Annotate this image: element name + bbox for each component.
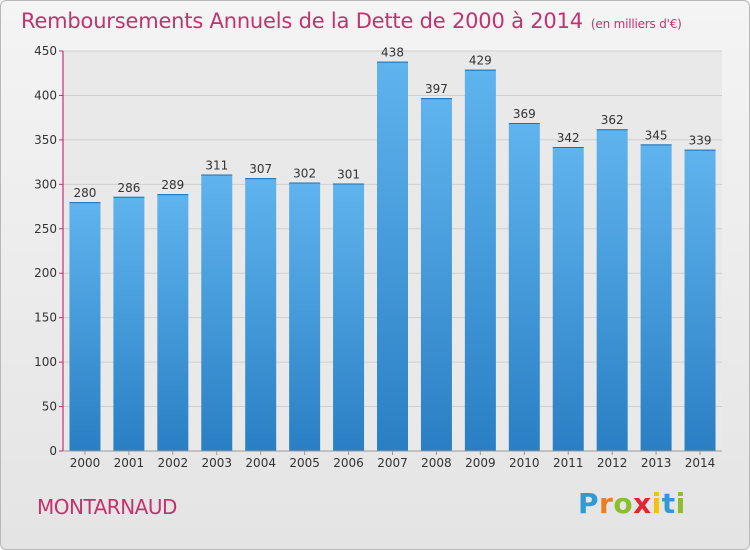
data-label: 302 xyxy=(293,167,316,181)
y-tick-label: 0 xyxy=(49,444,57,458)
data-label: 280 xyxy=(74,186,97,200)
bar xyxy=(69,202,101,451)
x-tick-label: 2010 xyxy=(509,456,540,470)
x-tick-label: 2003 xyxy=(201,456,232,470)
bar xyxy=(552,147,584,451)
x-tick-label: 2014 xyxy=(685,456,716,470)
data-label: 339 xyxy=(689,134,712,148)
y-tick-label: 450 xyxy=(34,44,57,58)
y-tick-label: 250 xyxy=(34,222,57,236)
bars-layer: 280 286 289 311 307 302 301 438 397 429 369 342 362 3… xyxy=(69,46,716,452)
data-label: 429 xyxy=(469,54,492,68)
chart-title-line: Remboursements Annuels de la Dette de 20… xyxy=(21,9,682,33)
logo-letter: i xyxy=(651,487,662,520)
data-label: 369 xyxy=(513,107,536,121)
data-label: 311 xyxy=(205,159,228,173)
data-label: 345 xyxy=(645,128,668,142)
y-tick-label: 350 xyxy=(34,133,57,147)
logo-letter: o xyxy=(613,487,634,520)
data-label: 301 xyxy=(337,167,360,181)
data-label: 342 xyxy=(557,131,580,145)
data-label: 362 xyxy=(601,113,624,127)
x-tick-label: 2008 xyxy=(421,456,452,470)
data-label: 289 xyxy=(161,178,184,192)
logo-letter: x xyxy=(633,487,652,520)
town-name: MONTARNAUD xyxy=(37,495,177,519)
y-tick-label: 200 xyxy=(34,266,57,280)
bar xyxy=(464,69,496,452)
bar xyxy=(640,144,672,452)
bar xyxy=(508,123,540,451)
logo-letter: t xyxy=(661,487,676,520)
x-tick-label: 2000 xyxy=(70,456,101,470)
bar xyxy=(684,149,716,451)
chart-title: Remboursements Annuels de la Dette de 20… xyxy=(21,9,583,33)
x-tick-label: 2005 xyxy=(289,456,320,470)
x-tick-label: 2006 xyxy=(333,456,364,470)
data-label: 438 xyxy=(381,46,404,60)
axis-layer: 0 50 100 150 200 250 300 350 400 450 2000 2001 2002 2… xyxy=(34,44,722,470)
bar xyxy=(201,174,233,452)
bar xyxy=(596,129,628,451)
x-tick-label: 2002 xyxy=(158,456,189,470)
x-tick-label: 2013 xyxy=(641,456,672,470)
data-label: 307 xyxy=(249,162,272,176)
bar xyxy=(113,196,145,451)
y-tick-label: 100 xyxy=(34,355,57,369)
bar xyxy=(289,182,321,452)
logo-letter: r xyxy=(599,487,614,520)
y-tick-label: 300 xyxy=(34,177,57,191)
logo-letter: i xyxy=(675,487,686,520)
x-tick-label: 2011 xyxy=(553,456,584,470)
bar xyxy=(377,61,408,452)
y-tick-label: 50 xyxy=(42,400,57,414)
x-tick-label: 2001 xyxy=(114,456,145,470)
y-tick-label: 150 xyxy=(34,311,57,325)
bar xyxy=(245,178,277,451)
bar xyxy=(333,183,365,451)
data-label: 397 xyxy=(425,82,448,96)
x-tick-label: 2004 xyxy=(245,456,276,470)
x-tick-label: 2012 xyxy=(597,456,628,470)
data-label: 286 xyxy=(117,181,140,195)
chart-subtitle: (en milliers d'€) xyxy=(590,17,682,31)
bar xyxy=(420,98,452,451)
x-tick-label: 2007 xyxy=(377,456,408,470)
y-tick-label: 400 xyxy=(34,88,57,102)
logo-letter: P xyxy=(578,487,600,520)
x-tick-label: 2009 xyxy=(465,456,496,470)
proxiti-logo: Proxiti xyxy=(578,487,686,520)
bar xyxy=(157,194,189,451)
